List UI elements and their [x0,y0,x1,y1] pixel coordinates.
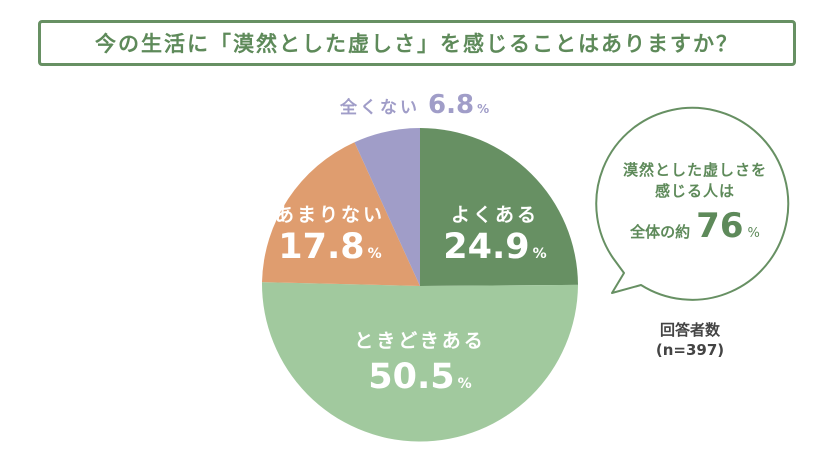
label-rarely: あまりない 17.8% [274,204,385,267]
label-sometimes: ときどきある 50.5% [354,330,486,397]
slice-rarely [262,142,420,286]
respondents-note: 回答者数 (n=397) [655,321,725,359]
speech-bubble [595,106,790,301]
slice-never [354,127,420,286]
bubble-total: 全体の約 76% [630,206,760,246]
slice-often [420,128,578,286]
slice-sometimes [261,282,578,442]
label-never: 全くない 6.8% [340,90,490,120]
chart-title: 今の生活に「漠然とした虚しさ」を感じることはありますか？ [38,20,796,66]
label-often: よくある 24.9% [443,204,547,267]
bubble-text: 漠然とした虚しさを 感じる人は 全体の約 76% [600,160,790,246]
